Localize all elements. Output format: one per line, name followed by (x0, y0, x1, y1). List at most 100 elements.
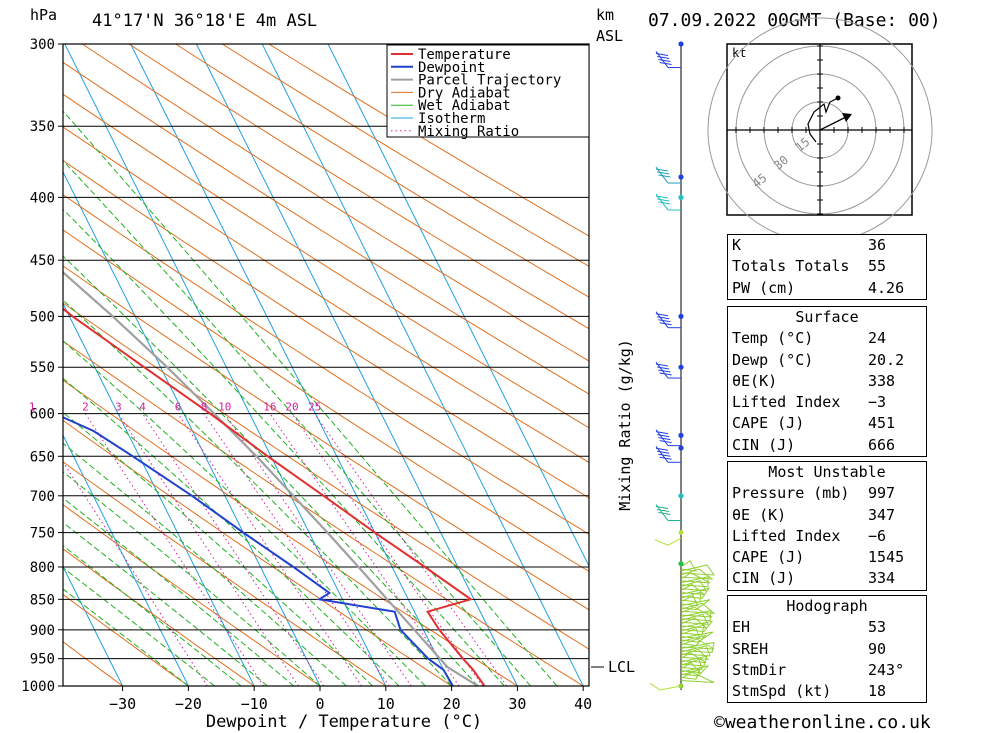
wind-barb (655, 504, 681, 522)
stat-label: Totals Totals (732, 257, 850, 276)
stat-row: Lifted Index −3 (728, 392, 926, 413)
wind-level-dot (678, 313, 684, 319)
x-axis-label: Dewpoint / Temperature (°C) (206, 712, 482, 732)
stat-label: θE (K) (732, 505, 787, 524)
legend-entry: Dewpoint (418, 60, 485, 76)
location-title: 41°17'N 36°18'E 4m ASL (92, 11, 317, 31)
wind-barb (655, 193, 681, 211)
isotherm-line (195, 44, 518, 686)
dry-adiabat-line (63, 504, 321, 686)
stat-row: CAPE (J) 451 (728, 413, 926, 434)
wind-profile-column (649, 41, 716, 691)
stat-label: PW (cm) (732, 278, 796, 297)
wind-barb (655, 445, 681, 463)
stat-value: 451 (868, 414, 896, 433)
wind-barb (680, 568, 714, 580)
wind-level-dot (678, 493, 684, 499)
pressure-tick-label: 500 (30, 309, 55, 325)
wet-adiabat-line (63, 588, 189, 686)
hodograph-trace (807, 97, 839, 143)
legend-entry: Temperature (418, 47, 511, 63)
mixing-ratio-label: 6 (175, 401, 182, 414)
stat-label: CIN (J) (732, 435, 796, 454)
stat-row: CIN (J) 334 (728, 568, 926, 589)
wind-level-dot (678, 364, 684, 370)
wind-level-dot (678, 41, 684, 47)
stat-label: θE(K) (732, 371, 778, 390)
mixing-ratio-label: 16 (263, 401, 276, 414)
isotherm-line (63, 434, 189, 686)
temperature-tick-label: 10 (377, 695, 395, 713)
wind-barb (649, 682, 682, 691)
wet-adiabat-line (63, 521, 268, 686)
dry-adiabat-line (128, 44, 589, 330)
pressure-tick-label: 1000 (21, 679, 55, 695)
stat-label: Lifted Index (732, 526, 841, 545)
wind-barb (655, 166, 681, 184)
mixing-ratio-line (203, 413, 390, 686)
stat-label: Pressure (mb) (732, 484, 850, 503)
stat-row: K 36 (728, 235, 926, 256)
temperature-tick-label: −30 (109, 695, 136, 713)
stat-row: CIN (J) 666 (728, 435, 926, 456)
stat-value: 4.26 (868, 278, 905, 297)
isotherm-line (327, 44, 589, 568)
stat-value: 24 (868, 329, 887, 348)
wind-barb (680, 671, 715, 683)
stat-value: 18 (868, 682, 887, 701)
stat-value: 53 (868, 618, 887, 637)
asl-label: ASL (596, 27, 623, 45)
dry-adiabat-line (63, 61, 589, 395)
lcl-label: LCL (608, 658, 635, 676)
isotherm-line (63, 170, 321, 686)
wind-barb (655, 429, 681, 447)
stat-label: Dewp (°C) (732, 350, 814, 369)
mixing-ratio-label: 3 (115, 401, 122, 414)
stat-value: 338 (868, 371, 896, 390)
isotherm-line (64, 44, 387, 686)
legend-entry: Mixing Ratio (418, 124, 519, 140)
wind-barb (680, 591, 702, 603)
wind-barb (680, 580, 707, 592)
stat-row: Lifted Index −6 (728, 526, 926, 547)
wet-adiabat-line (63, 471, 321, 686)
stat-value: 666 (868, 435, 896, 454)
temperature-tick-label: 40 (574, 695, 592, 713)
legend-entry: Dry Adiabat (418, 85, 511, 101)
stat-row: EH 53 (728, 617, 926, 638)
mixing-ratio-label: 20 (285, 401, 298, 414)
mixing-ratio-line (117, 413, 299, 686)
pressure-tick-label: 950 (30, 652, 55, 668)
wind-barb (655, 311, 681, 329)
isotherm-line (63, 302, 255, 686)
stat-box-title: Surface (795, 308, 859, 326)
wind-barb (680, 602, 716, 614)
mixing-ratio-label: 4 (139, 401, 146, 414)
isotherm-line (63, 565, 124, 686)
hodograph-endpoint (835, 95, 841, 101)
wet-adiabat-line (63, 159, 531, 686)
mixing-ratio-line (291, 413, 484, 686)
dry-adiabat-line (63, 593, 189, 686)
stat-row: Pressure (mb) 997 (728, 483, 926, 504)
stat-value: 347 (868, 505, 896, 524)
mixing-ratio-label: 1 (29, 401, 36, 414)
pressure-tick-label: 400 (30, 190, 55, 206)
parcel-trajectory-line (63, 270, 479, 686)
pressure-tick-label: 850 (30, 592, 55, 608)
plot-frame (62, 43, 590, 687)
wind-barb (680, 609, 712, 622)
dry-adiabat-line (268, 44, 589, 237)
pressure-tick-label: 350 (30, 119, 55, 135)
wind-level-dot (678, 445, 684, 451)
pressure-tick-label: 450 (30, 253, 55, 269)
dry-adiabat-line (63, 641, 123, 686)
stat-label: Temp (°C) (732, 329, 814, 348)
stat-label: CAPE (J) (732, 548, 805, 567)
mixing-ratio-label: 8 (201, 401, 208, 414)
stat-label: K (732, 236, 742, 254)
wind-barb (680, 668, 701, 680)
wind-level-dot (678, 194, 684, 201)
wind-barb (680, 624, 705, 636)
